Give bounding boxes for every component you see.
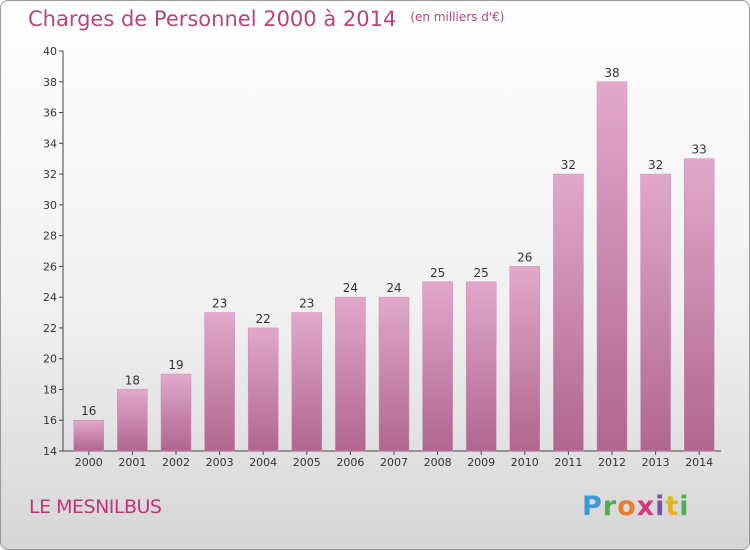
data-label: 33 <box>692 143 707 157</box>
bar <box>683 158 715 452</box>
y-tick-label: 34 <box>43 137 57 150</box>
y-tick-label: 38 <box>43 76 57 89</box>
data-label: 23 <box>299 297 314 311</box>
bar <box>553 173 584 452</box>
x-tick-label: 2010 <box>511 456 539 469</box>
bar <box>335 296 366 452</box>
logo-letter: t <box>665 491 680 522</box>
bar <box>378 296 410 452</box>
place-name: LE MESNILBUS <box>29 496 162 518</box>
y-tick-label: 26 <box>43 260 57 273</box>
chart-title-main: Charges de Personnel 2000 à 2014 <box>28 7 397 31</box>
y-tick-label: 32 <box>43 168 57 181</box>
x-tick-label: 2013 <box>642 456 670 469</box>
x-tick-label: 2000 <box>75 456 103 469</box>
bar <box>291 312 323 452</box>
bar <box>73 419 105 452</box>
bar <box>204 312 235 452</box>
y-tick-label: 18 <box>43 383 57 396</box>
y-tick-label: 14 <box>43 445 57 458</box>
data-label: 18 <box>125 373 140 387</box>
x-tick-label: 2007 <box>380 456 408 469</box>
x-tick-label: 2003 <box>206 456 234 469</box>
proxiti-logo: Proxiti <box>582 491 690 522</box>
data-label: 26 <box>517 250 532 264</box>
x-tick-label: 2006 <box>336 456 364 469</box>
data-label: 32 <box>648 158 663 172</box>
x-tick-label: 2012 <box>598 456 626 469</box>
bar <box>640 173 671 452</box>
logo-letter: o <box>617 491 637 522</box>
data-label: 23 <box>212 297 227 311</box>
bar <box>465 281 497 452</box>
logo-letter: x <box>636 491 656 522</box>
logo-letter: i <box>655 491 666 522</box>
x-tick-label: 2008 <box>424 456 452 469</box>
y-tick-label: 24 <box>43 291 57 304</box>
chart-title-unit: (en milliers d'€) <box>410 10 505 24</box>
y-tick-label: 30 <box>43 199 57 212</box>
y-tick-label: 28 <box>43 230 57 243</box>
x-tick-label: 2011 <box>554 456 582 469</box>
data-label: 25 <box>430 266 445 280</box>
data-label: 25 <box>474 266 489 280</box>
y-tick-label: 40 <box>43 45 57 58</box>
bar <box>509 266 541 452</box>
data-label: 24 <box>386 281 401 295</box>
chart-title: Charges de Personnel 2000 à 2014 (en mill… <box>28 7 504 31</box>
bar <box>117 389 148 452</box>
data-label: 22 <box>256 312 271 326</box>
bar <box>160 373 192 452</box>
logo-letter: P <box>582 491 603 522</box>
y-tick-label: 36 <box>43 107 57 120</box>
y-tick-label: 16 <box>43 414 57 427</box>
x-tick-label: 2004 <box>249 456 277 469</box>
bar <box>596 81 628 452</box>
x-tick-label: 2001 <box>118 456 146 469</box>
chart-axes: 14 16 18 20 22 24 26 28 30 32 34 36 38 40 2000 2001 2002… <box>43 45 721 469</box>
x-tick-label: 2009 <box>467 456 495 469</box>
chart-bars <box>73 81 715 452</box>
x-tick-label: 2014 <box>685 456 713 469</box>
y-tick-label: 20 <box>43 353 57 366</box>
logo-letter: i <box>679 491 690 522</box>
x-tick-label: 2005 <box>293 456 321 469</box>
data-label: 19 <box>168 358 183 372</box>
data-label: 16 <box>81 404 96 418</box>
data-label: 38 <box>604 66 619 80</box>
bar <box>247 327 279 452</box>
y-tick-label: 22 <box>43 322 57 335</box>
x-tick-label: 2002 <box>162 456 190 469</box>
chart-data-labels: 16 18 19 23 22 23 24 24 25 25 26 32 38 32 33 <box>81 66 707 418</box>
bar <box>422 281 453 452</box>
logo-letter: r <box>602 491 618 522</box>
data-label: 24 <box>343 281 358 295</box>
data-label: 32 <box>561 158 576 172</box>
